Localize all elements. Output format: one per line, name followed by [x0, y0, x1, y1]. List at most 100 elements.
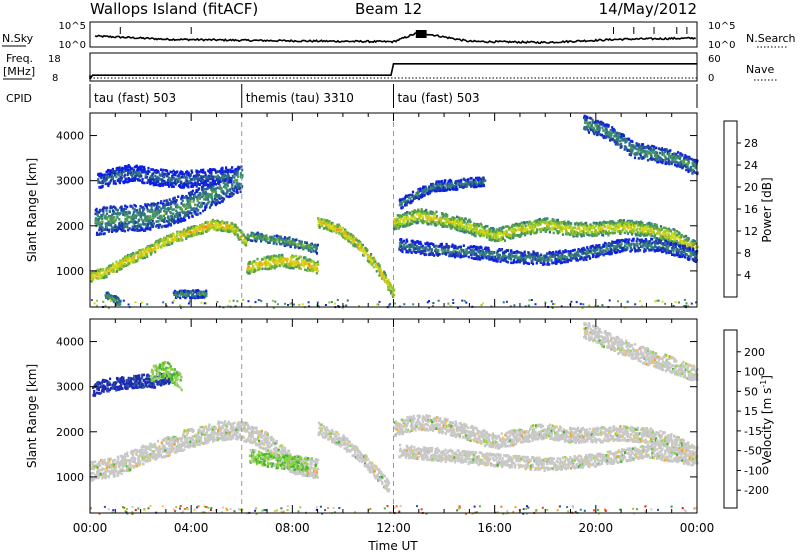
- data-cell: [213, 181, 216, 185]
- data-cell: [97, 277, 100, 280]
- data-cell: [386, 282, 389, 285]
- data-cell: [477, 223, 480, 226]
- data-cell: [274, 238, 277, 241]
- data-cell: [292, 263, 295, 266]
- data-cell: [202, 189, 205, 192]
- data-cell: [224, 229, 227, 233]
- data-cell: [133, 226, 137, 229]
- data-cell: [309, 244, 312, 248]
- data-cell: [272, 265, 275, 268]
- data-cell: [170, 234, 173, 237]
- data-cell: [215, 202, 219, 205]
- data-cell: [191, 189, 194, 193]
- data-cell: [335, 231, 338, 235]
- data-cell: [148, 217, 151, 220]
- data-cell: [283, 236, 286, 239]
- data-cell: [167, 183, 170, 186]
- data-cell: [473, 228, 476, 231]
- data-cell: [179, 206, 182, 210]
- data-cell: [165, 199, 168, 202]
- data-cell: [462, 221, 465, 224]
- data-cell: [379, 266, 382, 270]
- data-cell: [343, 230, 346, 233]
- data-cell: [157, 170, 160, 174]
- data-cell: [251, 239, 254, 243]
- data-cell: [467, 255, 470, 259]
- data-cell: [339, 228, 342, 232]
- data-cell: [428, 245, 431, 249]
- data-cell: [216, 223, 219, 227]
- data-cell: [455, 228, 458, 231]
- data-cell: [145, 224, 148, 228]
- data-cell: [211, 202, 214, 205]
- data-cell: [130, 171, 133, 175]
- data-cell: [268, 262, 272, 266]
- data-cell: [188, 180, 191, 183]
- data-cell: [104, 173, 107, 177]
- data-cell: [255, 239, 258, 243]
- data-cell: [114, 220, 117, 223]
- data-cell: [184, 204, 187, 207]
- data-cell: [456, 218, 459, 222]
- data-cell: [112, 262, 115, 266]
- data-cell: [201, 231, 204, 235]
- data-cell: [196, 173, 199, 177]
- data-cell: [409, 222, 413, 225]
- data-cell: [573, 233, 576, 236]
- data-cell: [393, 227, 396, 231]
- data-cell: [383, 272, 386, 275]
- data-cell: [609, 224, 612, 228]
- data-cell: [156, 223, 159, 227]
- data-cell: [155, 240, 158, 243]
- data-cell: [283, 237, 286, 241]
- data-cell: [183, 215, 186, 218]
- data-cell: [299, 255, 303, 259]
- data-cell: [210, 196, 213, 200]
- data-cell: [114, 170, 117, 173]
- data-cell: [398, 214, 401, 217]
- data-cell: [351, 238, 354, 241]
- data-cell: [176, 174, 179, 178]
- data-cell: [188, 202, 191, 206]
- data-cell: [141, 165, 144, 168]
- data-cell: [430, 217, 433, 221]
- data-cell: [126, 225, 129, 229]
- data-cell: [113, 212, 116, 215]
- data-cell: [462, 249, 465, 252]
- data-cell: [107, 269, 110, 273]
- data-cell: [214, 190, 218, 194]
- data-cell: [507, 233, 510, 236]
- data-cell: [158, 173, 161, 176]
- data-cell: [597, 232, 600, 236]
- data-cell: [411, 243, 414, 246]
- data-cell: [603, 224, 606, 227]
- data-cell: [210, 192, 213, 195]
- data-cell: [633, 229, 636, 233]
- data-cell: [133, 208, 136, 211]
- data-cell: [650, 222, 653, 226]
- data-cell: [311, 259, 314, 263]
- noise-right-tick-bottom: 10^0: [708, 40, 735, 51]
- data-cell: [463, 221, 466, 224]
- data-cell: [238, 185, 241, 188]
- data-cell: [140, 223, 143, 227]
- data-cell: [113, 215, 116, 219]
- data-cell: [587, 231, 590, 234]
- data-cell: [222, 197, 226, 201]
- data-cell: [494, 255, 497, 259]
- data-cell: [191, 171, 194, 174]
- data-cell: [429, 253, 432, 256]
- data-cell: [448, 223, 451, 226]
- data-cell: [462, 244, 465, 247]
- data-cell: [190, 225, 193, 229]
- data-cell: [104, 182, 107, 186]
- data-cell: [439, 223, 443, 227]
- data-cell: [163, 181, 166, 185]
- data-cell: [667, 233, 670, 236]
- data-cell: [183, 228, 186, 231]
- data-cell: [561, 233, 565, 236]
- data-cell: [255, 262, 258, 266]
- data-cell: [219, 195, 222, 198]
- data-cell: [146, 209, 149, 213]
- data-cell: [120, 176, 123, 180]
